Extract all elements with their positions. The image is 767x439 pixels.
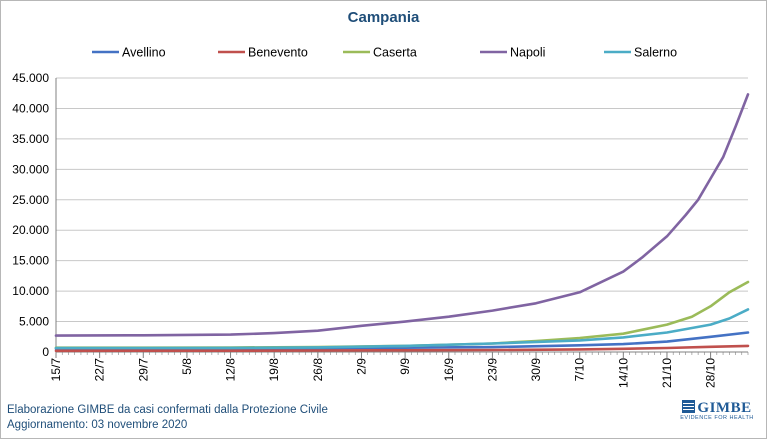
x-tick-label: 14/10	[616, 358, 630, 388]
chart-title: Campania	[347, 9, 420, 26]
legend-label-caserta: Caserta	[373, 46, 417, 60]
series-line-caserta	[54, 280, 750, 350]
x-tick-label: 9/9	[398, 358, 412, 375]
y-tick-label: 20.000	[12, 223, 49, 237]
legend-label-napoli: Napoli	[510, 46, 545, 60]
x-tick-label: 22/7	[93, 358, 107, 382]
x-tick-label: 30/9	[529, 358, 543, 382]
x-tick-label: 16/9	[442, 358, 456, 382]
x-tick-label: 26/8	[311, 358, 325, 382]
y-tick-label: 25.000	[12, 193, 49, 207]
x-tick-label: 19/8	[267, 358, 281, 382]
legend-label-salerno: Salerno	[634, 46, 677, 60]
x-tick-label: 28/10	[704, 358, 718, 388]
gimbe-logo-mark	[682, 400, 696, 413]
y-tick-label: 40.000	[12, 101, 49, 115]
series-line-napoli	[54, 93, 750, 337]
gimbe-logo: GIMBE EVIDENCE FOR HEALTH	[674, 400, 760, 421]
y-tick-label: 10.000	[12, 284, 49, 298]
footer-updated: Aggiornamento: 03 novembre 2020	[7, 419, 188, 431]
x-tick-label: 5/8	[180, 358, 194, 375]
y-tick-label: 30.000	[12, 162, 49, 176]
x-tick-label: 15/7	[49, 358, 63, 382]
x-tick-label: 12/8	[224, 358, 238, 382]
y-tick-label: 15.000	[12, 254, 49, 268]
x-tick-label: 23/9	[485, 358, 499, 382]
x-tick-label: 21/10	[660, 358, 674, 388]
gimbe-logo-name: GIMBE	[697, 400, 752, 416]
legend-label-benevento: Benevento	[248, 46, 308, 60]
x-tick-label: 7/10	[573, 358, 587, 382]
footer-source: Elaborazione GIMBE da casi confermati da…	[7, 404, 328, 416]
series-line-benevento	[54, 344, 750, 353]
legend-label-avellino: Avellino	[122, 46, 166, 60]
y-tick-label: 0	[42, 345, 49, 359]
x-tick-label: 2/9	[354, 358, 368, 375]
series-line-salerno	[54, 308, 750, 350]
gimbe-logo-tagline: EVIDENCE FOR HEALTH	[680, 415, 754, 421]
y-tick-label: 45.000	[12, 71, 49, 85]
x-tick-label: 29/7	[136, 358, 150, 382]
y-tick-label: 5.000	[19, 315, 49, 329]
y-tick-label: 35.000	[12, 132, 49, 146]
